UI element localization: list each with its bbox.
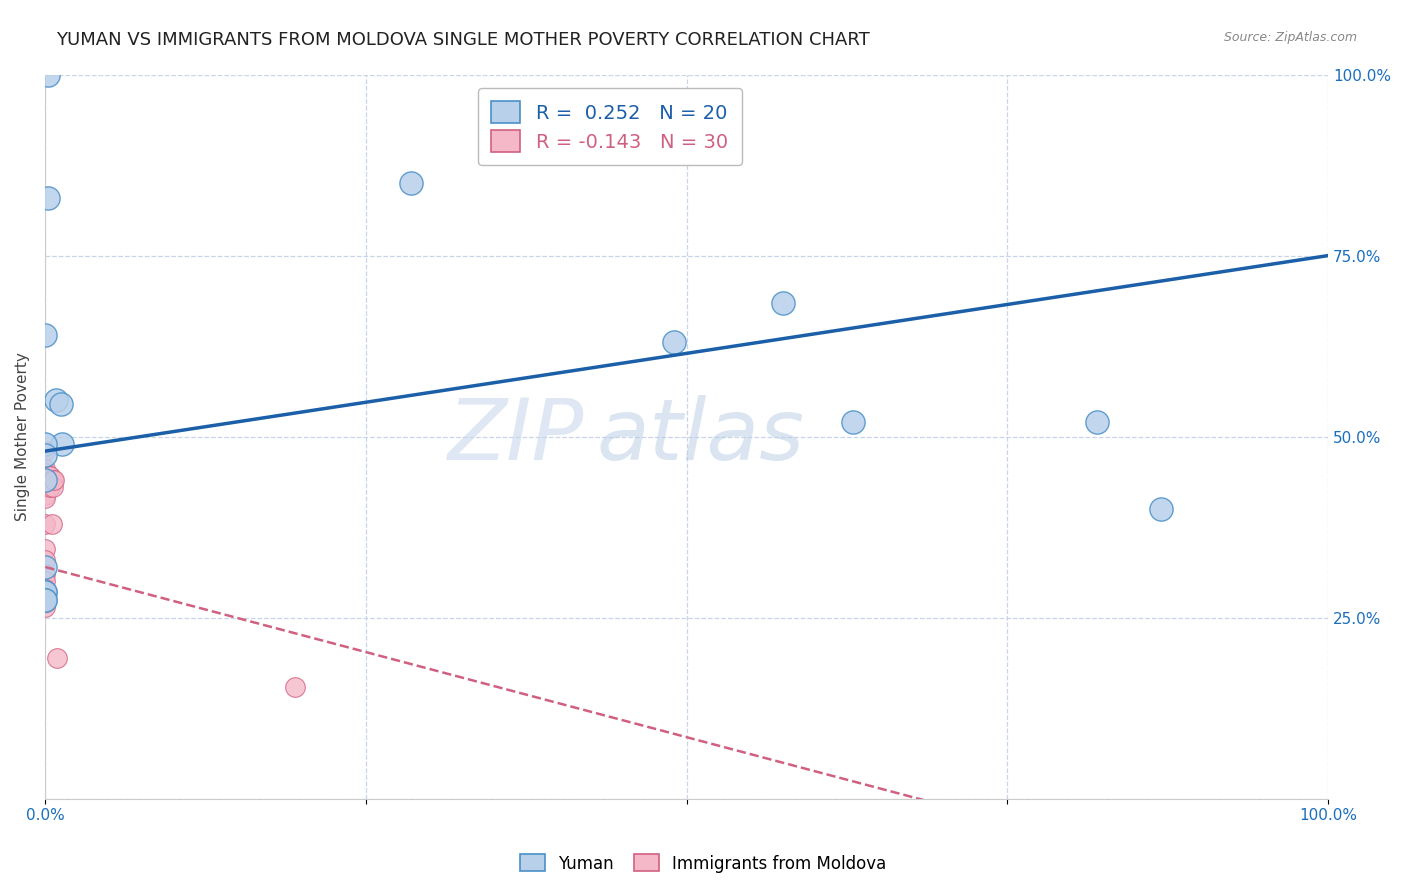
Point xyxy=(34,599,56,614)
Point xyxy=(41,516,63,531)
Point xyxy=(34,473,56,487)
Legend: R =  0.252   N = 20, R = -0.143   N = 30: R = 0.252 N = 20, R = -0.143 N = 30 xyxy=(478,88,742,165)
Point xyxy=(34,592,56,607)
Point xyxy=(34,480,56,494)
Point xyxy=(34,592,56,607)
Point xyxy=(662,335,685,350)
Point xyxy=(34,553,56,567)
Y-axis label: Single Mother Poverty: Single Mother Poverty xyxy=(15,352,30,521)
Text: ZIP: ZIP xyxy=(449,395,583,478)
Point xyxy=(45,393,67,408)
Point xyxy=(1085,415,1108,429)
Point xyxy=(38,473,60,487)
Text: atlas: atlas xyxy=(598,395,804,478)
Point xyxy=(37,68,59,82)
Point xyxy=(34,462,56,476)
Point xyxy=(34,596,56,610)
Point xyxy=(772,295,794,310)
Point xyxy=(34,560,56,574)
Point xyxy=(842,415,865,429)
Point xyxy=(1150,502,1173,516)
Point xyxy=(34,585,56,599)
Point xyxy=(34,444,56,458)
Point xyxy=(34,582,56,596)
Point xyxy=(49,397,72,411)
Point xyxy=(39,469,62,483)
Point xyxy=(51,437,73,451)
Point xyxy=(34,585,56,599)
Point xyxy=(41,473,63,487)
Point xyxy=(34,592,56,607)
Point xyxy=(34,541,56,556)
Point xyxy=(284,680,307,694)
Point xyxy=(44,473,66,487)
Point xyxy=(34,487,56,501)
Point xyxy=(45,650,67,665)
Point xyxy=(42,480,65,494)
Point xyxy=(42,473,65,487)
Text: YUMAN VS IMMIGRANTS FROM MOLDOVA SINGLE MOTHER POVERTY CORRELATION CHART: YUMAN VS IMMIGRANTS FROM MOLDOVA SINGLE … xyxy=(56,31,870,49)
Point xyxy=(399,176,422,190)
Point xyxy=(34,491,56,506)
Point xyxy=(38,469,60,483)
Point xyxy=(34,448,56,462)
Point xyxy=(39,480,62,494)
Point xyxy=(34,567,56,582)
Point xyxy=(34,466,56,480)
Text: Source: ZipAtlas.com: Source: ZipAtlas.com xyxy=(1223,31,1357,45)
Point xyxy=(34,574,56,589)
Legend: Yuman, Immigrants from Moldova: Yuman, Immigrants from Moldova xyxy=(513,847,893,880)
Point xyxy=(34,589,56,603)
Point xyxy=(34,585,56,599)
Point xyxy=(34,328,56,343)
Point xyxy=(38,473,60,487)
Point xyxy=(34,516,56,531)
Point xyxy=(34,437,56,451)
Point xyxy=(34,473,56,487)
Point xyxy=(37,191,59,205)
